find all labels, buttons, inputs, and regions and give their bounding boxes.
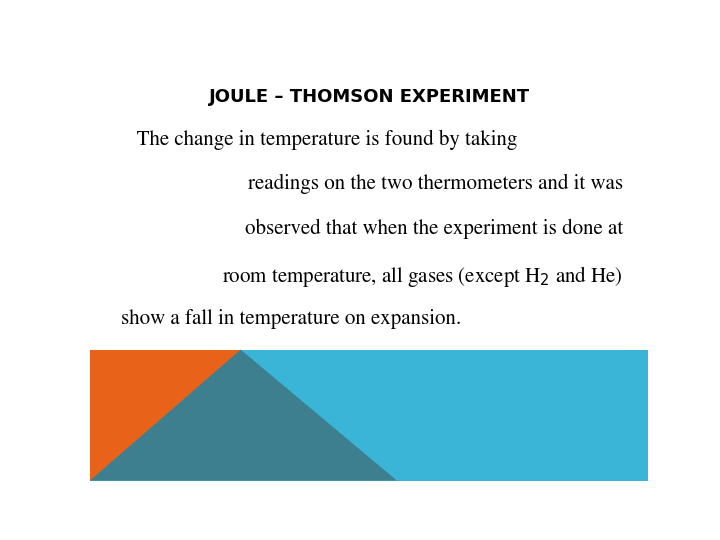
Text: show a fall in temperature on expansion.: show a fall in temperature on expansion. <box>121 309 461 329</box>
Text: observed that when the experiment is done at: observed that when the experiment is don… <box>245 219 623 239</box>
Text: room temperature, all gases (except H$_2$ and He): room temperature, all gases (except H$_2… <box>222 264 623 289</box>
Text: The change in temperature is found by taking: The change in temperature is found by ta… <box>121 129 517 150</box>
Polygon shape <box>90 349 397 481</box>
Polygon shape <box>90 349 240 481</box>
Text: readings on the two thermometers and it was: readings on the two thermometers and it … <box>248 174 623 194</box>
Text: JOULE – THOMSON EXPERIMENT: JOULE – THOMSON EXPERIMENT <box>208 87 530 106</box>
FancyBboxPatch shape <box>90 349 648 481</box>
